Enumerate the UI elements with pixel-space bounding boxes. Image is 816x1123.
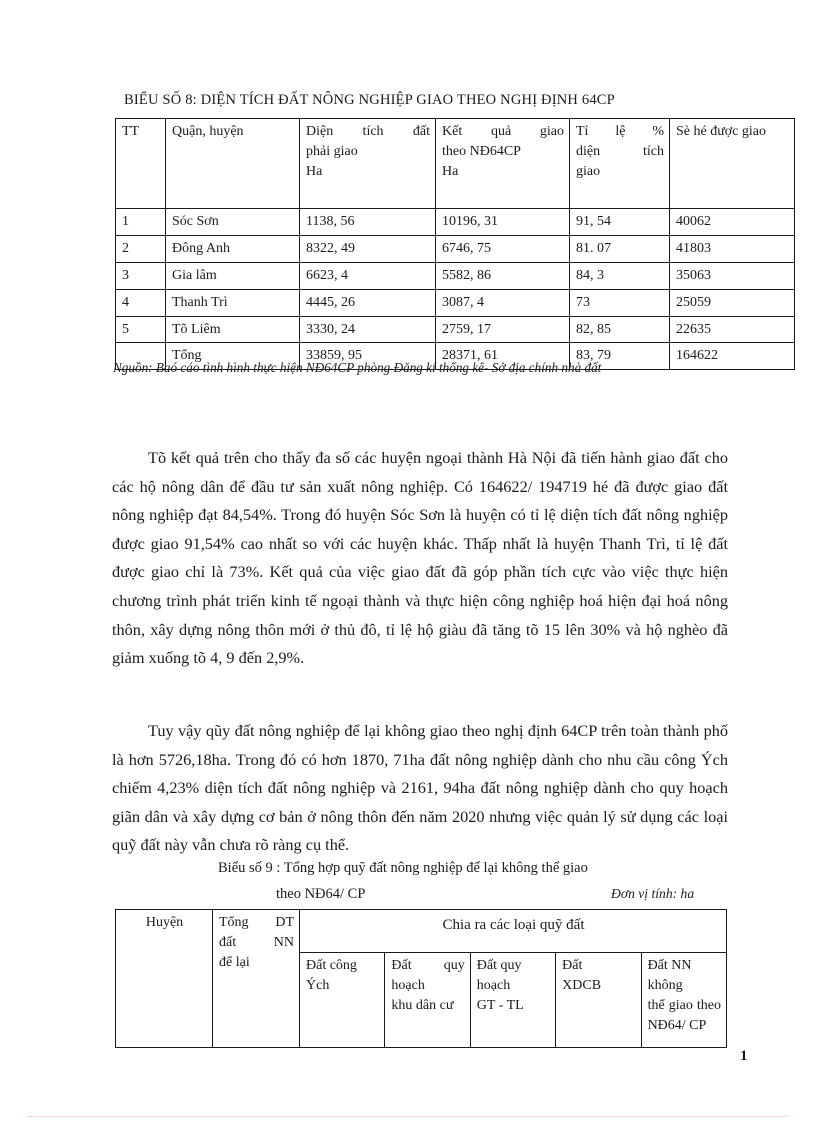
bottom-divider xyxy=(28,1116,788,1117)
table9-header-tong-line2: đất NN xyxy=(219,934,294,950)
table-row: 1 Sóc Sơn 1138, 56 10196, 31 91, 54 4006… xyxy=(115,208,795,236)
cell-district: Sóc Sơn xyxy=(165,208,300,236)
table9-header-tong-line3: để lại xyxy=(219,954,250,970)
table9-header-quy-hoach-gt-tl: Đất quy hoạch GT - TL xyxy=(469,952,557,1048)
table8-header-area-line3: Ha xyxy=(306,163,323,179)
cell-households: 41803 xyxy=(669,234,795,263)
table9-header-xdcb-line1: Đất xyxy=(562,958,583,973)
cell-district: Tõ Liêm xyxy=(165,315,300,344)
cell-area: 6623, 4 xyxy=(299,261,436,290)
cell-tt: 2 xyxy=(115,234,166,263)
cell-district: Tổng xyxy=(165,342,300,371)
table8-header-row: TT Quận, huyện Diện tích đất phải giao H… xyxy=(115,118,795,209)
cell-result: 6746, 75 xyxy=(435,234,570,263)
table8-header-rate-line2: diện tích xyxy=(576,143,664,159)
cell-rate: 84, 3 xyxy=(569,261,670,290)
table-row: 3 Gia lâm 6623, 4 5582, 86 84, 3 35063 xyxy=(115,261,795,290)
cell-result: 2759, 17 xyxy=(435,315,570,344)
cell-result: 5582, 86 xyxy=(435,261,570,290)
table9-header-dat-cong-ich: Đất công Ých xyxy=(298,952,386,1048)
paragraph-two: Tuy vậy qũy đất nông nghiệp để lại không… xyxy=(112,717,728,860)
table8-header-result-line1: Kết quả giao xyxy=(442,124,564,139)
table9-header-quy-hoach-khu-dan-cu: Đất quy hoạch khu dân cư xyxy=(384,952,471,1048)
paragraph-two-text: Tuy vậy qũy đất nông nghiệp để lại không… xyxy=(112,721,728,855)
table-dien-tich-dat-nong-nghiep: TT Quận, huyện Diện tích đất phải giao H… xyxy=(115,118,795,371)
table9-header-khong-line3: NĐ64/ CP xyxy=(647,1017,707,1033)
table8-header-households: Sè hé được giao xyxy=(669,118,795,209)
table8-header-rate-line1: Tỉ lệ % xyxy=(576,124,664,139)
cell-tt: 5 xyxy=(115,315,166,344)
table9-header-group: Chia ra các loại quỹ đất xyxy=(299,909,727,953)
table8-header-rate-line3: giao xyxy=(576,163,601,179)
cell-district: Thanh Trì xyxy=(165,288,300,317)
table9-header-gttl-line2: hoạch xyxy=(476,977,511,993)
table9-header-congich-line2: Ých xyxy=(306,977,330,993)
table9-header-khong-line2: thể giao theo xyxy=(647,997,721,1013)
table-row: 2 Đông Anh 8322, 49 6746, 75 81. 07 4180… xyxy=(115,234,795,263)
table9-header-congich-line1: Đất công xyxy=(306,958,357,973)
cell-rate: 91, 54 xyxy=(569,208,670,236)
table9-subtitle: theo NĐ64/ CP xyxy=(276,886,366,902)
table8-header-area-line2: phải giao xyxy=(306,143,358,159)
cell-area: 3330, 24 xyxy=(299,315,436,344)
table9-header-khong-line1: Đất NN không xyxy=(647,958,692,993)
table8-header-result-line3: Ha xyxy=(442,163,459,179)
table9-header-xdcb-line2: XDCB xyxy=(562,977,602,993)
page-number: 1 xyxy=(740,1048,748,1064)
cell-households: 25059 xyxy=(669,288,795,317)
table-row: 5 Tõ Liêm 3330, 24 2759, 17 82, 85 22635 xyxy=(115,315,795,344)
table-quy-dat-nong-nghiep-de-lai: Huyện Tổng DT đất NN để lại Chia ra các … xyxy=(115,909,728,1048)
table8-title: BIỂU SỐ 8: DIỆN TÍCH ĐẤT NÔNG NGHIỆP GIA… xyxy=(124,92,615,108)
table9-header-row-sub: Đất công Ých Đất quy hoạch khu dân cư Đấ… xyxy=(116,952,728,1048)
table8-header-area-line1: Diện tích đất xyxy=(306,124,430,139)
cell-households: 40062 xyxy=(669,208,795,236)
cell-rate: 73 xyxy=(569,288,670,317)
table-row-total: Tổng 33859, 95 28371, 61 83, 79 164622 xyxy=(115,342,795,371)
table9-header-dat-nn-khong-the-giao: Đất NN không thể giao theo NĐ64/ CP xyxy=(640,952,728,1048)
cell-households: 35063 xyxy=(669,261,795,290)
table9-header-tong-line1: Tổng DT xyxy=(219,915,294,930)
table-row: 4 Thanh Trì 4445, 26 3087, 4 73 25059 xyxy=(115,288,795,317)
table8-source-note: Nguồn: Baó cáo tình hình thực hiện NĐ64C… xyxy=(113,360,602,375)
cell-area: 4445, 26 xyxy=(299,288,436,317)
cell-result: 10196, 31 xyxy=(435,208,570,236)
cell-district: Gia lâm xyxy=(165,261,300,290)
paragraph-one-text: Tõ kết quả trên cho thấy đa số các huyện… xyxy=(112,448,728,668)
table9-header-gttl-line3: GT - TL xyxy=(476,997,524,1013)
table9-unit-label: Đơn vị tính: ha xyxy=(611,886,695,901)
table9-header-dat-xdcb: Đất XDCB xyxy=(555,952,642,1048)
paragraph-one: Tõ kết quả trên cho thấy đa số các huyện… xyxy=(112,444,728,673)
table9-header-row-top: Huyện Tổng DT đất NN để lại Chia ra các … xyxy=(115,909,727,1048)
cell-tt: 1 xyxy=(115,208,166,236)
cell-result: 3087, 4 xyxy=(435,288,570,317)
table8-header-district: Quận, huyện xyxy=(165,118,300,209)
cell-area: 8322, 49 xyxy=(299,234,436,263)
cell-tt xyxy=(115,342,166,371)
cell-district: Đông Anh xyxy=(165,234,300,263)
cell-area: 33859, 95 xyxy=(299,342,436,371)
table9-title: Biểu số 9 : Tổng hợp quỹ đất nông nghiệp… xyxy=(218,860,588,876)
table8-header-tt: TT xyxy=(115,118,166,209)
table9-header-kdc-line2: khu dân cư xyxy=(391,997,454,1013)
table9-header-tong: Tổng DT đất NN để lại xyxy=(212,909,300,1048)
cell-rate: 82, 85 xyxy=(569,315,670,344)
cell-tt: 3 xyxy=(115,261,166,290)
cell-tt: 4 xyxy=(115,288,166,317)
cell-rate: 81. 07 xyxy=(569,234,670,263)
table9-header-kdc-line1: Đất quy hoạch xyxy=(391,958,465,993)
cell-area: 1138, 56 xyxy=(299,208,436,236)
table8-header-result-line2: theo NĐ64CP xyxy=(442,143,521,159)
cell-households: 164622 xyxy=(669,342,795,371)
cell-result: 28371, 61 xyxy=(435,342,570,371)
table9-header-gttl-line1: Đất quy xyxy=(476,958,522,973)
table8-header-rate: Tỉ lệ % diện tích giao xyxy=(569,118,670,209)
table9-header-huyen: Huyện xyxy=(115,909,213,1048)
table8-header-result: Kết quả giao theo NĐ64CP Ha xyxy=(435,118,570,209)
cell-households: 22635 xyxy=(669,315,795,344)
table8-header-area: Diện tích đất phải giao Ha xyxy=(299,118,436,209)
